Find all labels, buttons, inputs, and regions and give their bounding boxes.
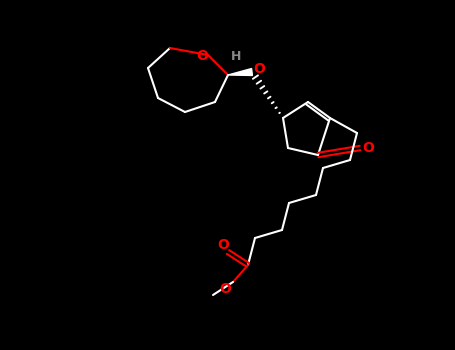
Text: H: H bbox=[231, 50, 241, 63]
Text: O: O bbox=[253, 62, 265, 76]
Text: O: O bbox=[196, 49, 208, 63]
Text: O: O bbox=[217, 238, 229, 252]
Text: O: O bbox=[219, 282, 231, 296]
Text: O: O bbox=[362, 141, 374, 155]
Polygon shape bbox=[228, 69, 253, 76]
